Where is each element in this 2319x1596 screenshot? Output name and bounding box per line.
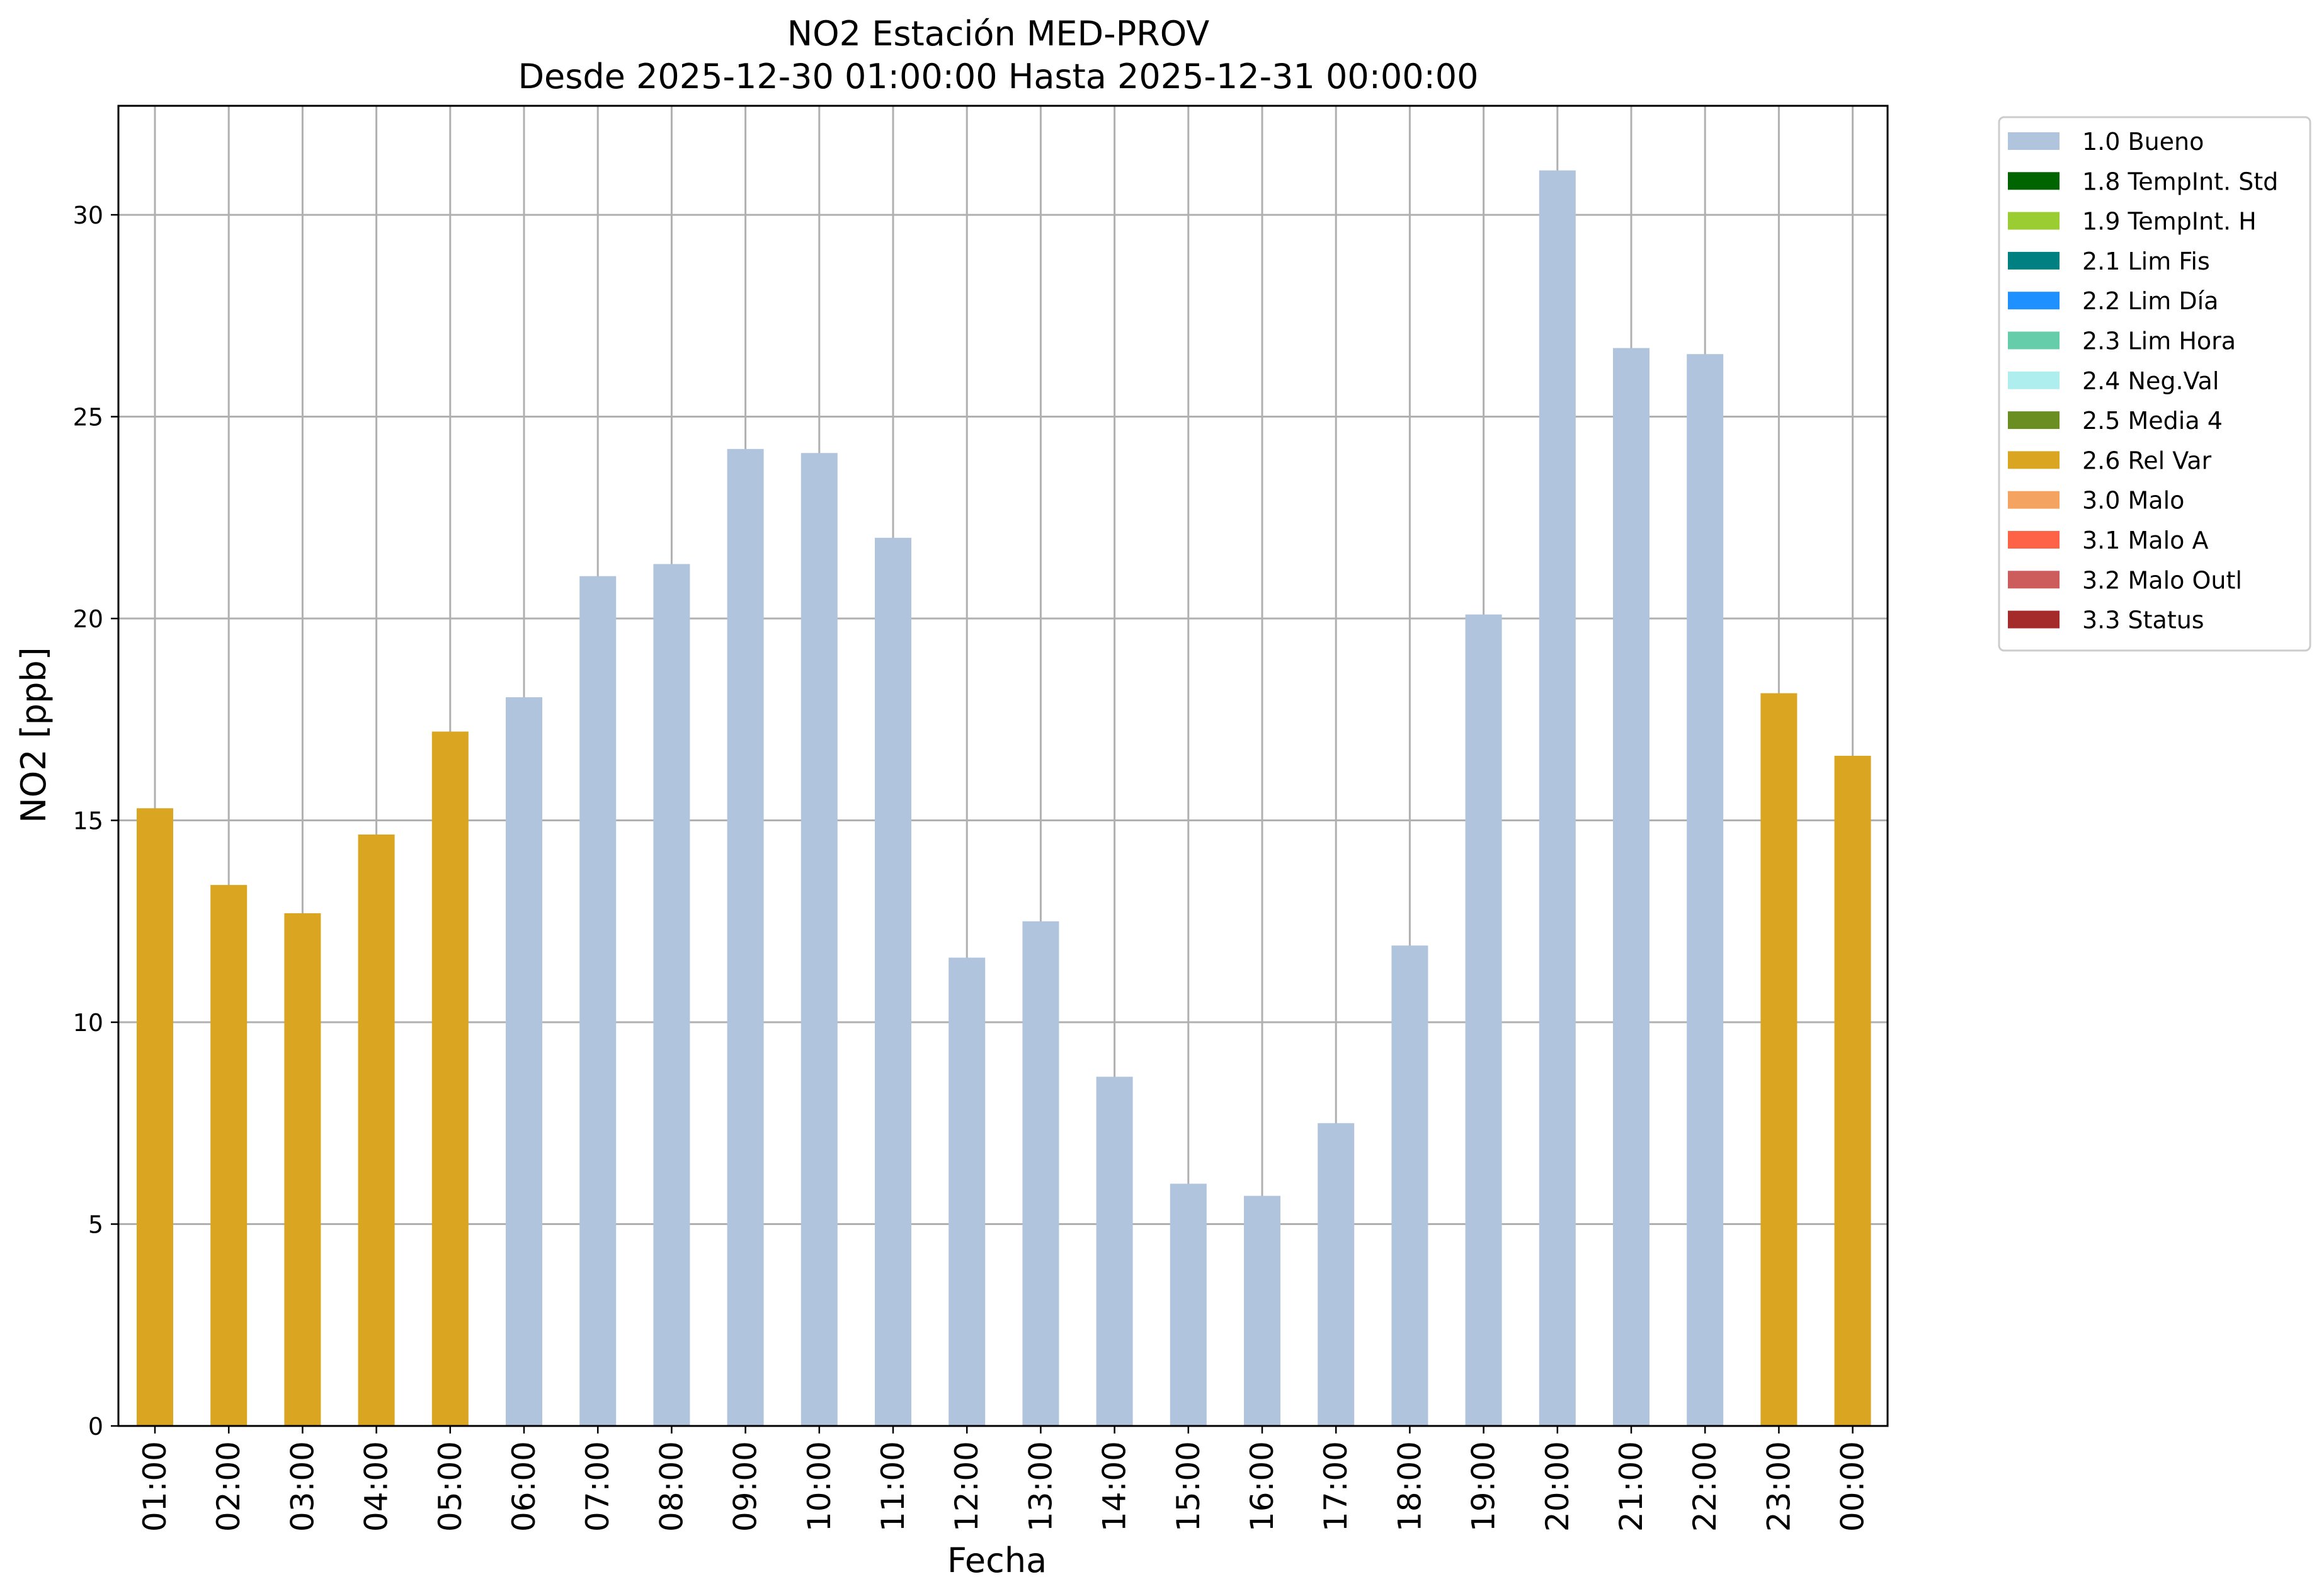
legend-label: 3.2 Malo Outl bbox=[2082, 566, 2242, 594]
legend-swatch bbox=[2008, 491, 2060, 509]
legend-label: 1.0 Bueno bbox=[2082, 128, 2204, 156]
x-tick-label: 23:00 bbox=[1760, 1441, 1797, 1532]
legend-label: 2.6 Rel Var bbox=[2082, 447, 2212, 474]
x-tick-label: 20:00 bbox=[1539, 1441, 1576, 1532]
bar-10:00 bbox=[801, 453, 838, 1426]
x-tick-label: 17:00 bbox=[1318, 1441, 1354, 1532]
legend-swatch bbox=[2008, 451, 2060, 469]
bar-07:00 bbox=[579, 576, 617, 1427]
bar-01:00 bbox=[137, 808, 173, 1426]
y-tick-label: 5 bbox=[88, 1211, 103, 1239]
x-tick-label: 07:00 bbox=[579, 1441, 616, 1532]
legend-label: 3.0 Malo bbox=[2082, 487, 2184, 515]
bar-13:00 bbox=[1022, 921, 1059, 1426]
bar-09:00 bbox=[727, 448, 764, 1426]
legend-label: 2.2 Lim Día bbox=[2082, 287, 2218, 315]
bar-22:00 bbox=[1687, 354, 1724, 1426]
bar-12:00 bbox=[949, 957, 986, 1426]
x-tick-label: 04:00 bbox=[358, 1441, 395, 1532]
legend-label: 1.9 TempInt. H bbox=[2082, 208, 2257, 236]
x-axis-label: Fecha bbox=[947, 1541, 1047, 1580]
bar-21:00 bbox=[1613, 348, 1650, 1426]
legend-label: 3.1 Malo A bbox=[2082, 527, 2208, 554]
bar-11:00 bbox=[875, 537, 911, 1426]
legend-swatch bbox=[2008, 371, 2060, 389]
x-tick-label: 15:00 bbox=[1170, 1441, 1207, 1532]
x-tick-label: 18:00 bbox=[1391, 1441, 1428, 1532]
x-tick-label: 06:00 bbox=[506, 1441, 542, 1532]
axes: 0 5 10 15 20 25 30 01:00 02:00 03:00 04:00 05:00 06:… bbox=[73, 105, 1889, 1532]
bar-20:00 bbox=[1539, 170, 1576, 1426]
legend-label: 2.3 Lim Hora bbox=[2082, 328, 2236, 355]
bar-02:00 bbox=[210, 885, 248, 1426]
legend-swatch bbox=[2008, 331, 2060, 350]
legend-swatch bbox=[2008, 172, 2060, 190]
y-tick-label: 25 bbox=[73, 404, 103, 431]
y-tick-label: 20 bbox=[73, 605, 103, 633]
x-tick-label: 19:00 bbox=[1466, 1441, 1502, 1532]
x-tick-label: 22:00 bbox=[1687, 1441, 1723, 1532]
y-tick-label: 30 bbox=[73, 202, 103, 229]
legend-label: 2.5 Media 4 bbox=[2082, 407, 2223, 435]
y-tick-label: 10 bbox=[73, 1009, 103, 1037]
bar-03:00 bbox=[284, 913, 321, 1426]
bar-23:00 bbox=[1760, 693, 1798, 1426]
bar-16:00 bbox=[1244, 1195, 1280, 1426]
x-tick-label: 01:00 bbox=[137, 1441, 173, 1532]
x-tick-label: 02:00 bbox=[210, 1441, 247, 1532]
x-tick-label: 12:00 bbox=[949, 1441, 985, 1532]
legend-label: 1.8 TempInt. Std bbox=[2082, 168, 2278, 195]
bar-18:00 bbox=[1391, 945, 1428, 1426]
y-tick-label: 0 bbox=[88, 1413, 103, 1440]
legend-swatch bbox=[2008, 212, 2060, 230]
x-tick-label: 14:00 bbox=[1097, 1441, 1133, 1532]
plot-frame bbox=[117, 105, 1889, 1427]
chart-subtitle: Desde 2025-12-30 01:00:00 Hasta 2025-12-… bbox=[518, 57, 1478, 96]
bar-05:00 bbox=[431, 731, 469, 1426]
x-tick-label: 03:00 bbox=[284, 1441, 321, 1532]
y-axis-label: NO2 [ppb] bbox=[14, 647, 54, 823]
x-tick-label: 10:00 bbox=[801, 1441, 838, 1532]
x-tick-label: 21:00 bbox=[1613, 1441, 1650, 1532]
bar-00:00 bbox=[1834, 755, 1871, 1426]
x-tick-label: 11:00 bbox=[875, 1441, 911, 1532]
y-tick-label: 15 bbox=[73, 807, 103, 835]
x-tick-label: 16:00 bbox=[1244, 1441, 1280, 1532]
bar-06:00 bbox=[506, 697, 542, 1426]
legend: 1.0 Bueno 1.8 TempInt. Std 1.9 TempInt. H 2… bbox=[1998, 116, 2311, 652]
bar-17:00 bbox=[1318, 1123, 1355, 1426]
bars bbox=[137, 170, 1871, 1427]
legend-box bbox=[1998, 116, 2311, 652]
legend-swatch bbox=[2008, 531, 2060, 549]
legend-label: 3.3 Status bbox=[2082, 607, 2204, 634]
x-tick-label: 00:00 bbox=[1835, 1441, 1871, 1532]
bar-08:00 bbox=[653, 564, 690, 1426]
bar-15:00 bbox=[1170, 1183, 1207, 1426]
legend-swatch bbox=[2008, 571, 2060, 589]
legend-swatch bbox=[2008, 251, 2060, 270]
x-tick-label: 05:00 bbox=[432, 1441, 469, 1532]
legend-label: 2.4 Neg.Val bbox=[2082, 367, 2219, 395]
x-tick-label: 13:00 bbox=[1022, 1441, 1059, 1532]
x-tick-label: 09:00 bbox=[727, 1441, 764, 1532]
legend-swatch bbox=[2008, 132, 2060, 150]
chart-title: NO2 Estación MED-PROV bbox=[787, 14, 1209, 54]
legend-swatch bbox=[2008, 292, 2060, 310]
bar-04:00 bbox=[358, 834, 395, 1426]
x-tick-label: 08:00 bbox=[653, 1441, 690, 1532]
legend-swatch bbox=[2008, 411, 2060, 430]
bar-19:00 bbox=[1465, 614, 1502, 1426]
bar-14:00 bbox=[1096, 1076, 1133, 1426]
legend-label: 2.1 Lim Fis bbox=[2082, 248, 2210, 275]
legend-swatch bbox=[2008, 610, 2060, 629]
